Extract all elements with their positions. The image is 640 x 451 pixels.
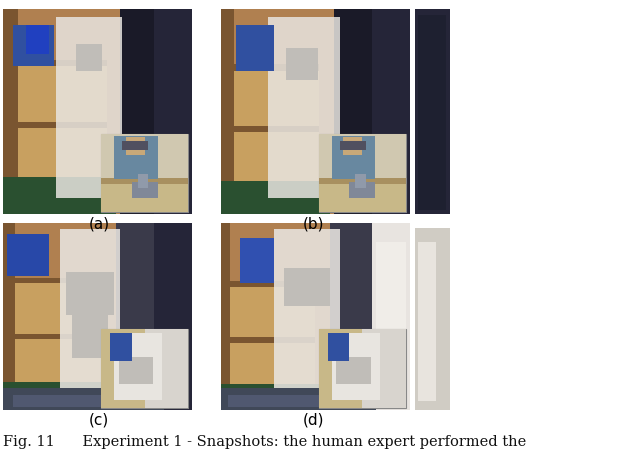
Bar (340, 141, 366, 150)
Bar (337, 357, 371, 384)
Bar (110, 333, 132, 361)
Bar (221, 388, 376, 410)
Bar (122, 141, 148, 150)
Bar (319, 178, 406, 184)
Bar (125, 137, 145, 156)
Bar (376, 242, 406, 391)
Bar (0, 215, 640, 228)
Bar (221, 223, 410, 410)
Bar (101, 133, 188, 212)
Bar (319, 133, 406, 212)
Text: (b): (b) (303, 216, 324, 231)
Bar (332, 136, 376, 179)
Bar (355, 174, 366, 188)
Bar (3, 223, 15, 410)
Bar (7, 235, 49, 276)
Bar (19, 66, 107, 122)
Bar (15, 339, 103, 410)
Bar (60, 229, 120, 401)
Bar (415, 223, 450, 410)
Bar (328, 333, 349, 361)
Bar (230, 287, 315, 337)
Bar (286, 48, 318, 80)
Bar (15, 283, 103, 334)
Bar (101, 133, 188, 180)
Bar (274, 229, 340, 401)
Bar (419, 15, 447, 210)
Bar (120, 9, 154, 214)
Bar (221, 223, 230, 410)
Bar (72, 315, 108, 358)
Bar (221, 9, 234, 214)
Bar (221, 384, 330, 410)
Bar (3, 120, 107, 128)
Bar (132, 182, 158, 198)
Bar (319, 329, 406, 408)
Bar (330, 223, 372, 410)
Bar (119, 357, 154, 384)
Bar (284, 268, 330, 306)
Bar (319, 179, 406, 212)
Bar (332, 333, 380, 400)
Bar (343, 137, 362, 156)
Bar (221, 9, 410, 214)
Bar (101, 179, 188, 212)
Bar (239, 238, 274, 283)
Bar (234, 70, 319, 126)
Bar (349, 182, 376, 198)
Bar (101, 329, 145, 408)
Bar (76, 44, 102, 71)
Bar (372, 9, 410, 214)
Bar (9, 277, 103, 283)
Bar (3, 60, 107, 66)
Bar (225, 336, 315, 343)
Bar (3, 223, 192, 410)
Bar (101, 178, 188, 184)
Bar (334, 9, 372, 214)
Bar (372, 223, 410, 410)
Bar (56, 17, 122, 198)
Text: (c): (c) (89, 413, 109, 428)
Text: (a): (a) (88, 216, 110, 231)
Bar (9, 332, 103, 339)
Bar (221, 64, 319, 70)
Bar (236, 25, 274, 70)
Bar (13, 396, 154, 407)
Bar (225, 281, 315, 287)
Bar (101, 329, 188, 408)
Bar (13, 25, 54, 66)
Bar (319, 133, 406, 180)
Bar (154, 9, 192, 214)
Bar (116, 223, 154, 410)
Bar (3, 9, 19, 214)
Bar (115, 333, 162, 400)
Bar (3, 177, 116, 214)
Bar (3, 9, 192, 214)
Bar (115, 136, 158, 179)
Bar (419, 242, 436, 401)
Text: Fig. 11      Experiment 1 - Snapshots: the human expert performed the: Fig. 11 Experiment 1 - Snapshots: the hu… (3, 435, 527, 449)
Bar (319, 329, 362, 408)
Bar (268, 17, 340, 198)
Text: (d): (d) (303, 413, 324, 428)
Bar (3, 388, 164, 410)
Bar (221, 181, 330, 214)
Bar (66, 272, 114, 315)
Bar (362, 329, 406, 408)
Bar (3, 382, 116, 410)
Bar (154, 223, 192, 410)
Bar (228, 396, 364, 407)
Bar (415, 9, 450, 214)
Bar (19, 128, 107, 214)
Bar (145, 329, 188, 408)
Bar (221, 124, 319, 132)
Bar (138, 174, 148, 188)
Bar (234, 132, 319, 214)
Bar (26, 25, 49, 54)
Bar (230, 343, 315, 410)
